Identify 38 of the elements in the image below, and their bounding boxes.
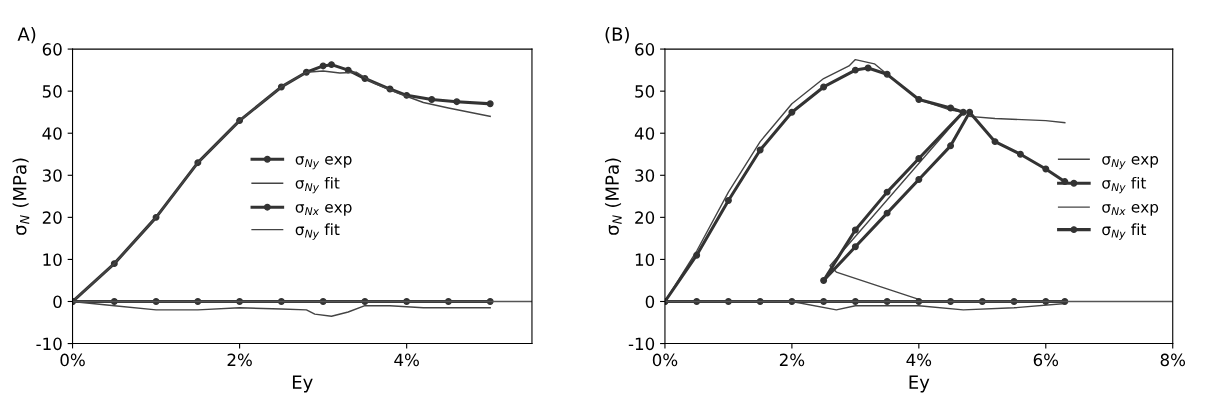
legend-label: σ$_{Ny}$ fit bbox=[1102, 223, 1147, 240]
x-tick-label: 8% bbox=[1160, 353, 1186, 367]
y-tick-label: 30 bbox=[635, 169, 655, 182]
x-tick-label: 2% bbox=[227, 353, 252, 367]
y-tick-label: 0 bbox=[53, 295, 62, 309]
y-tick-label: 40 bbox=[634, 127, 655, 140]
legend-label: σ$_{Ny}$ fit bbox=[1102, 176, 1147, 194]
x-axis-title: Ey bbox=[909, 375, 930, 393]
chart-title: A) bbox=[17, 27, 36, 44]
x-tick-label: 0% bbox=[652, 353, 678, 367]
y-tick-label: -10 bbox=[628, 337, 655, 351]
y-tick-label: 10 bbox=[635, 253, 655, 266]
y-tick-label: 60 bbox=[42, 43, 62, 56]
legend-label: σ$_{Ny}$ exp bbox=[295, 155, 352, 170]
y-tick-label: 40 bbox=[42, 127, 62, 140]
y-tick-label: 50 bbox=[635, 85, 655, 98]
y-tick-label: 50 bbox=[42, 85, 62, 98]
legend-label: σ$_{Nx}$ exp bbox=[1102, 203, 1159, 216]
y-axis-title: σ$_{N}$ (MPa) bbox=[604, 158, 622, 235]
y-tick-label: -10 bbox=[36, 337, 62, 351]
chart-title: (B) bbox=[605, 27, 629, 44]
x-tick-label: 4% bbox=[906, 353, 932, 367]
y-tick-label: 20 bbox=[42, 211, 62, 224]
legend-label: σ$_{Ny}$ fit bbox=[295, 176, 340, 194]
x-axis-title: Ey bbox=[292, 375, 313, 393]
x-tick-label: 4% bbox=[394, 353, 419, 367]
legend-label: σ$_{Nx}$ exp bbox=[295, 203, 352, 216]
x-tick-label: 0% bbox=[60, 353, 85, 367]
y-tick-label: 20 bbox=[635, 211, 655, 224]
legend-label: σ$_{Ny}$ fit bbox=[295, 223, 340, 240]
legend-label: σ$_{Ny}$ exp bbox=[1102, 155, 1159, 170]
y-tick-label: 0 bbox=[645, 295, 655, 309]
x-tick-label: 2% bbox=[779, 353, 805, 367]
y-tick-label: 10 bbox=[43, 253, 62, 266]
x-tick-label: 6% bbox=[1033, 353, 1059, 367]
y-tick-label: 60 bbox=[635, 43, 655, 56]
y-axis-title: σ$_{N}$ (MPa) bbox=[12, 158, 30, 235]
y-tick-label: 30 bbox=[42, 169, 62, 182]
